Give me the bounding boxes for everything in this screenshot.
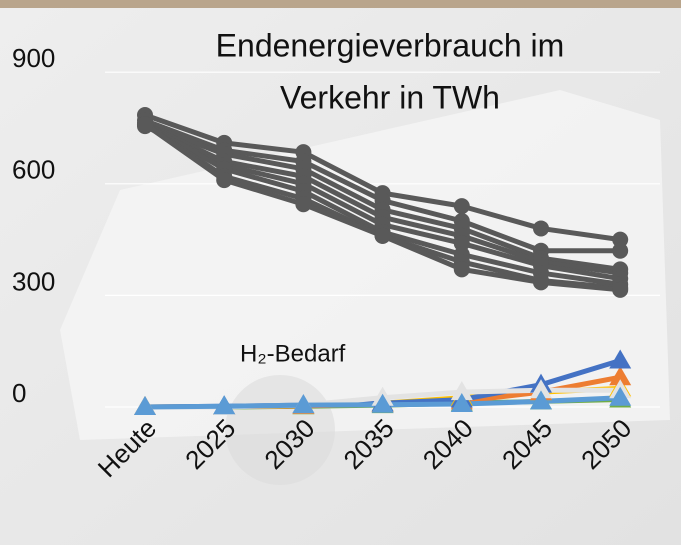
- title-line: Endenergieverbrauch im: [216, 27, 565, 63]
- marker: [453, 235, 470, 252]
- marker: [609, 386, 632, 406]
- marker: [609, 366, 632, 386]
- marker: [213, 395, 236, 415]
- y-tick-label: 300: [12, 266, 55, 296]
- title-line: Verkehr in TWh: [280, 79, 500, 115]
- marker: [216, 172, 233, 189]
- marker: [530, 379, 552, 399]
- marker: [374, 227, 391, 244]
- marker: [134, 396, 156, 415]
- marker: [450, 393, 473, 413]
- marker: [530, 390, 552, 410]
- marker: [533, 220, 549, 237]
- marker: [612, 231, 629, 248]
- marker: [137, 116, 153, 133]
- annotation: H₂-Bedarf: [240, 340, 346, 367]
- marker: [453, 261, 470, 278]
- marker: [295, 196, 312, 213]
- marker: [292, 394, 315, 414]
- marker: [453, 198, 470, 215]
- y-tick-label: 0: [12, 378, 26, 408]
- marker: [371, 393, 394, 413]
- truck-shape: [60, 90, 670, 440]
- y-tick-label: 600: [12, 155, 55, 185]
- marker: [612, 242, 629, 259]
- marker: [450, 381, 473, 401]
- image-edge: [0, 0, 681, 8]
- y-tick-label: 900: [12, 43, 55, 73]
- marker: [612, 281, 629, 298]
- marker: [609, 349, 632, 369]
- marker: [533, 274, 549, 291]
